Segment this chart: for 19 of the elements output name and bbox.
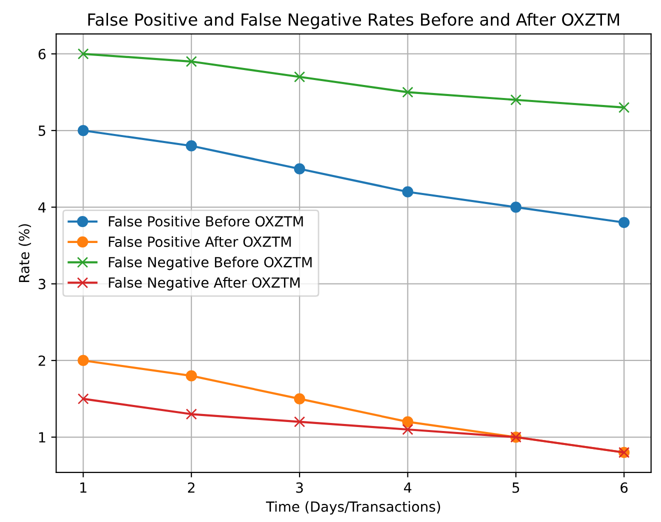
x-axis-title: Time (Days/Transactions) xyxy=(266,501,440,515)
y-axis-title: Rate (%) xyxy=(18,224,32,282)
x-tick-label: 6 xyxy=(620,482,628,493)
x-tick-label: 4 xyxy=(404,482,412,493)
chart-title: False Positive and False Negative Rates Before and After OXZTM xyxy=(88,12,619,30)
legend-label: False Negative After OXZTM xyxy=(108,277,300,290)
legend-label: False Negative Before OXZTM xyxy=(108,256,312,270)
legend-label: False Positive Before OXZTM xyxy=(108,216,303,227)
y-tick-label: 3 xyxy=(38,278,46,290)
y-tick-label: 2 xyxy=(38,355,46,366)
x-tick-label: 1 xyxy=(80,482,86,493)
y-tick-label: 5 xyxy=(38,126,46,136)
y-tick-label: 4 xyxy=(38,202,46,212)
y-tick-label: 6 xyxy=(38,48,46,60)
x-tick-label: 5 xyxy=(512,482,520,493)
y-tick-label: 1 xyxy=(39,432,46,442)
legend-label: False Positive After OXZTM xyxy=(108,236,291,248)
x-tick-label: 2 xyxy=(188,482,194,493)
x-tick-label: 3 xyxy=(296,482,303,493)
